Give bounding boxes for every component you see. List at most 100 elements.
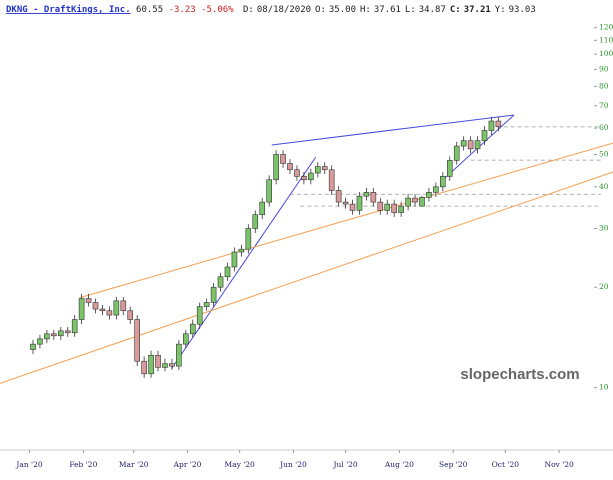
y-tick-label: 120 xyxy=(599,23,613,32)
field-label: D: xyxy=(243,5,254,15)
x-tick-label: Jan '20 xyxy=(15,460,43,469)
candle-body xyxy=(155,354,161,368)
candle-body xyxy=(426,192,432,198)
candle-body xyxy=(183,333,189,345)
candle-body xyxy=(294,169,300,177)
symbol[interactable]: DKNG - DraftKings, Inc. xyxy=(6,4,131,15)
field-value: 34.87 xyxy=(419,5,446,15)
candle-body xyxy=(85,298,92,303)
candle-body xyxy=(134,319,140,362)
candle-body xyxy=(120,300,127,312)
candle-body xyxy=(231,251,238,268)
candle-body xyxy=(384,203,391,211)
trend-line xyxy=(0,171,613,384)
y-tick-label: 50 xyxy=(599,150,609,159)
candle-body xyxy=(273,154,279,181)
candle-body xyxy=(467,140,474,150)
candle-body xyxy=(245,228,252,250)
candle-body xyxy=(356,195,363,211)
change: -3.23 xyxy=(169,5,196,15)
candle-body xyxy=(266,179,272,203)
candle-body xyxy=(377,201,384,211)
candle-body xyxy=(391,203,397,213)
x-tick-label: Aug '20 xyxy=(384,460,414,469)
candle-body xyxy=(162,363,168,368)
y-tick-label: 100 xyxy=(599,49,613,58)
field-label: C: xyxy=(450,5,461,15)
candle-body xyxy=(474,140,481,150)
candle-body xyxy=(92,302,99,310)
x-tick-label: Sep '20 xyxy=(439,460,468,469)
candle-body xyxy=(217,276,224,288)
candle-body xyxy=(314,166,321,174)
x-tick-label: Jul '20 xyxy=(332,460,357,469)
candle-body xyxy=(259,201,266,215)
candle-body xyxy=(301,176,307,181)
y-tick-label: 20 xyxy=(599,282,609,291)
x-tick-label: Mar '20 xyxy=(119,460,149,469)
candle-body xyxy=(453,145,460,161)
field-value: 37.21 xyxy=(464,5,491,15)
candle-body xyxy=(370,192,377,203)
candle-body xyxy=(148,354,154,375)
candle-body xyxy=(224,266,231,278)
field-value: 35.00 xyxy=(329,5,356,15)
candle-body xyxy=(44,333,50,340)
trend-line xyxy=(79,142,613,299)
field-label: H: xyxy=(360,5,371,15)
candle-body xyxy=(196,306,203,325)
candle-body xyxy=(342,201,349,205)
candle-body xyxy=(169,363,175,367)
candle-body xyxy=(446,160,453,177)
change-pct: -5.06% xyxy=(201,5,234,15)
candle-body xyxy=(57,330,64,337)
watermark: slopecharts.com xyxy=(460,366,579,383)
candle-body xyxy=(481,130,488,141)
y-tick-label: 70 xyxy=(599,101,609,110)
candle-body xyxy=(495,120,502,128)
field-value: 93.03 xyxy=(509,5,536,15)
field-value: 37.61 xyxy=(374,5,401,15)
candle-body xyxy=(78,298,85,320)
field-label: L: xyxy=(405,5,416,15)
candle-body xyxy=(127,310,134,320)
y-tick-label: 30 xyxy=(599,223,609,232)
candle-body xyxy=(106,310,113,316)
candle-body xyxy=(308,172,314,181)
y-tick-label: 10 xyxy=(599,383,609,392)
x-tick-label: Oct '20 xyxy=(492,460,520,469)
y-tick-label: 40 xyxy=(599,182,609,191)
candle-body xyxy=(433,186,439,193)
candle-body xyxy=(30,343,36,350)
candle-body xyxy=(51,333,57,337)
candle-body xyxy=(113,300,120,316)
last-price: 60.55 xyxy=(136,5,163,15)
field-label: Y: xyxy=(495,5,506,15)
candle-body xyxy=(440,176,446,188)
candle-body xyxy=(252,214,259,229)
candle-body xyxy=(328,169,335,191)
candle-body xyxy=(335,190,342,203)
candle-body xyxy=(419,196,425,207)
candle-body xyxy=(398,205,404,213)
candle-body xyxy=(349,203,356,211)
candle-body xyxy=(37,338,43,345)
x-tick-label: Feb '20 xyxy=(69,460,97,469)
field-label: O: xyxy=(315,5,326,15)
candle-body xyxy=(405,197,411,207)
candle-body xyxy=(363,192,370,197)
candle-body xyxy=(99,308,106,312)
trend-line xyxy=(271,114,515,146)
y-tick-label: 90 xyxy=(599,64,609,73)
candle-body xyxy=(412,197,418,203)
header: DKNG - DraftKings, Inc. 60.55 -3.23 -5.0… xyxy=(6,4,536,15)
x-tick-label: May '20 xyxy=(224,460,255,469)
candle-body xyxy=(488,120,495,131)
y-tick-label: 80 xyxy=(599,81,609,90)
candle-body xyxy=(189,323,196,335)
candle-body xyxy=(71,319,78,334)
candle-body xyxy=(210,286,217,303)
trend-line xyxy=(171,156,317,369)
candle-body xyxy=(64,330,71,334)
